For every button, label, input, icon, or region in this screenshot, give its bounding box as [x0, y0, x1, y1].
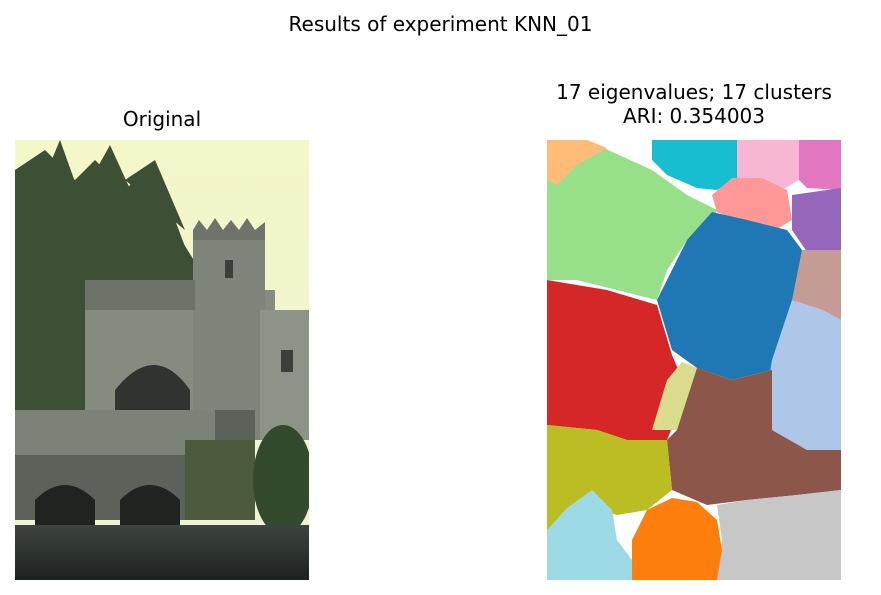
segmentation-image — [547, 140, 841, 580]
cluster-region — [652, 140, 737, 190]
cluster-region — [547, 490, 632, 580]
water — [15, 525, 309, 580]
cluster-region — [547, 140, 607, 185]
cluster-region — [792, 250, 841, 320]
cluster-region — [657, 212, 802, 380]
segmentation-title: 17 eigenvalues; 17 clusters ARI: 0.35400… — [497, 80, 881, 128]
cluster-region — [712, 178, 792, 232]
cluster-region — [632, 498, 722, 580]
figure-title: Results of experiment KNN_01 — [288, 12, 593, 36]
cluster-region — [652, 362, 697, 430]
cluster-region — [717, 490, 841, 580]
original-image-title: Original — [122, 107, 202, 131]
cluster-region — [792, 188, 841, 252]
cluster-region — [767, 300, 841, 450]
bushes — [253, 425, 309, 535]
bridge — [15, 410, 255, 525]
cluster-map — [547, 140, 841, 580]
cluster-region — [799, 140, 841, 190]
segmentation-title-line1: 17 eigenvalues; 17 clusters — [556, 80, 832, 104]
castle — [85, 218, 309, 440]
cluster-region — [667, 368, 841, 505]
cluster-region — [547, 280, 687, 440]
castle-photo — [15, 140, 309, 580]
segmentation-title-line2: ARI: 0.354003 — [622, 104, 765, 128]
cluster-region — [547, 145, 717, 300]
original-image — [15, 140, 309, 580]
cluster-region — [737, 140, 799, 190]
